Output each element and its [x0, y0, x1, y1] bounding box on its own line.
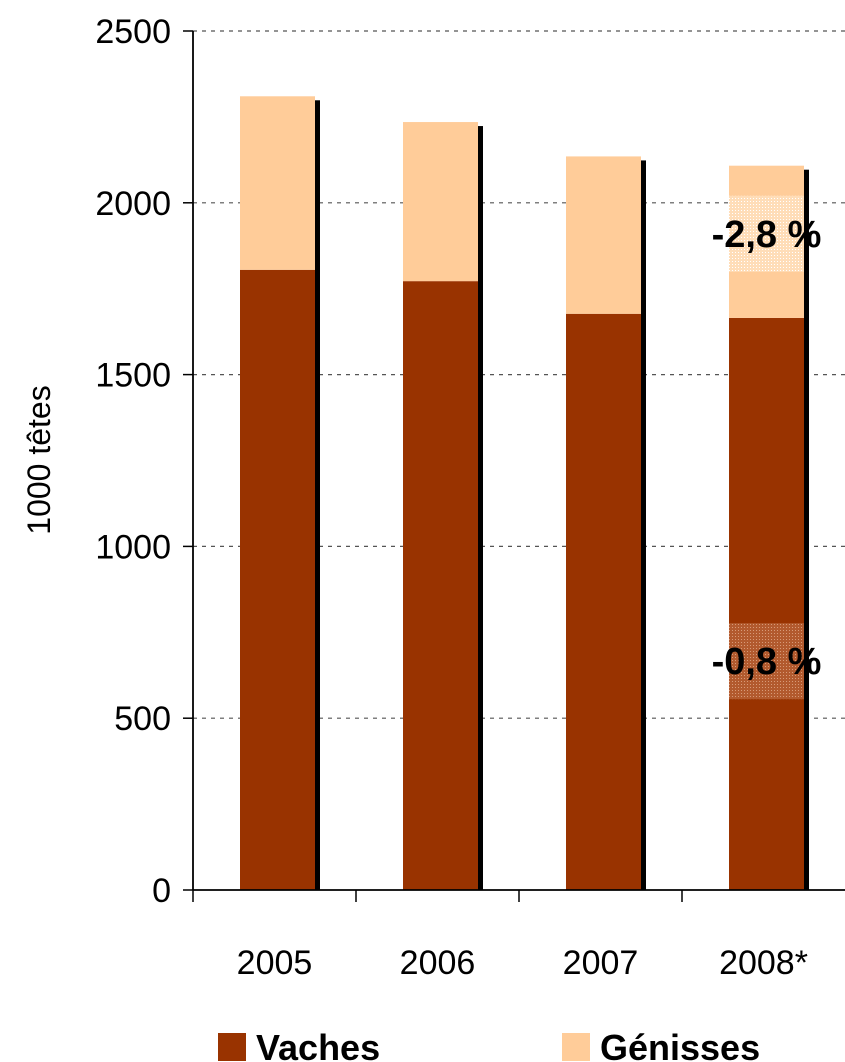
y-tick-label: 1000 [95, 528, 171, 566]
annotation-label: -0,8 % [712, 641, 822, 683]
bar-shadow [315, 100, 320, 890]
annotation-label: -2,8 % [712, 214, 822, 256]
legend-label: Génisses [600, 1027, 760, 1062]
y-axis-label: 1000 têtes [21, 385, 57, 534]
bar-shadow [641, 160, 646, 890]
x-tick-label: 2006 [400, 944, 476, 982]
axes: 0 500 1000 1500 2000 2500 2005 2006 2007 2008* [95, 13, 845, 982]
x-tick-label: 2005 [237, 944, 313, 982]
x-tick-label: 2008* [719, 944, 808, 982]
legend-label: Vaches [256, 1027, 380, 1062]
bar-segment-vaches [566, 313, 641, 890]
bar-segment-vaches [240, 269, 315, 890]
bar-shadow [804, 169, 809, 891]
legend: Vaches Génisses [218, 1027, 760, 1062]
annotation-highlight [729, 195, 804, 272]
bar-shadow [478, 126, 483, 890]
annotation-highlight [729, 623, 804, 700]
bars [240, 96, 809, 891]
y-tick-label: 0 [152, 872, 171, 910]
bar-segment-génisses [403, 122, 478, 282]
y-tick-label: 2000 [95, 185, 171, 223]
bar-segment-génisses [240, 96, 315, 270]
annotations: -2,8 % -0,8 % [712, 195, 822, 700]
bar-segment-génisses [566, 156, 641, 314]
x-tick-label: 2007 [563, 944, 639, 982]
y-tick-label: 500 [114, 700, 171, 738]
y-tick-label: 2500 [95, 13, 171, 51]
bar-segment-vaches [403, 281, 478, 890]
legend-swatch-vaches [218, 1033, 246, 1061]
y-tick-label: 1500 [95, 357, 171, 395]
legend-swatch-génisses [562, 1033, 590, 1061]
bar-segment-vaches [729, 317, 804, 890]
